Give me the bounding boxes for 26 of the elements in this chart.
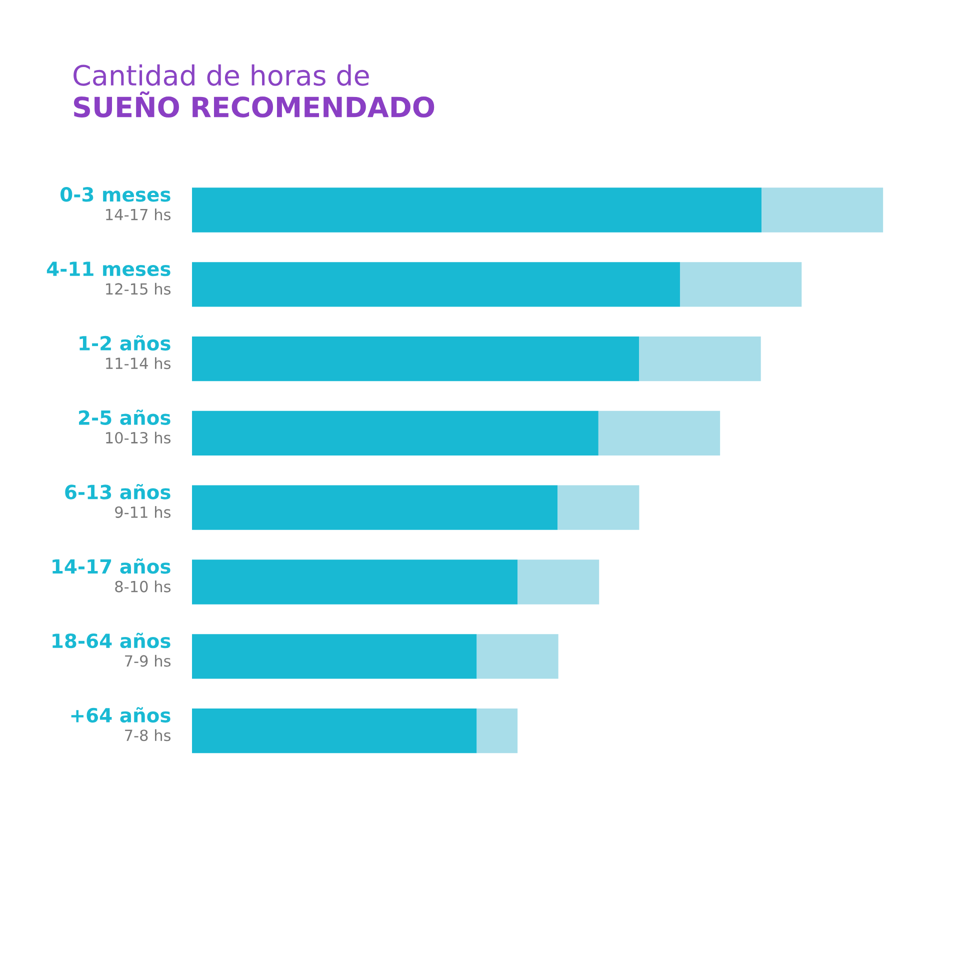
y-tick-label: 14-17 años 8-10 hs bbox=[52, 558, 171, 592]
y-tick-label: 1-2 años 11-14 hs bbox=[80, 335, 171, 370]
bar bbox=[192, 708, 477, 754]
bar bbox=[192, 262, 680, 307]
bar bbox=[192, 485, 558, 530]
bar bbox=[639, 336, 761, 382]
bar bbox=[518, 560, 600, 604]
bar bbox=[476, 634, 558, 679]
bar bbox=[762, 188, 884, 232]
y-tick-label: 6-13 años 9-11 hs bbox=[65, 484, 171, 518]
y-tick-label: 0-3 meses 14-17 hs bbox=[60, 187, 171, 220]
bar bbox=[192, 634, 477, 679]
chart-title: Cantidad de horas de bbox=[74, 64, 369, 86]
y-tick-label: +64 años 7-8 hs bbox=[71, 707, 171, 742]
bar bbox=[192, 560, 518, 604]
bar bbox=[192, 336, 640, 382]
bar bbox=[598, 410, 720, 456]
chart-subtitle: SUEÑO RECOMENDADO bbox=[74, 91, 434, 118]
y-tick-label: 2-5 años 10-13 hs bbox=[79, 410, 171, 444]
bar bbox=[192, 188, 762, 232]
y-tick-label: 4-11 meses 12-15 hs bbox=[46, 262, 171, 295]
bar bbox=[476, 708, 518, 754]
bar bbox=[680, 262, 802, 307]
y-tick-label: 18-64 años 7-9 hs bbox=[52, 632, 171, 667]
bar bbox=[192, 410, 598, 456]
bar bbox=[558, 485, 640, 530]
